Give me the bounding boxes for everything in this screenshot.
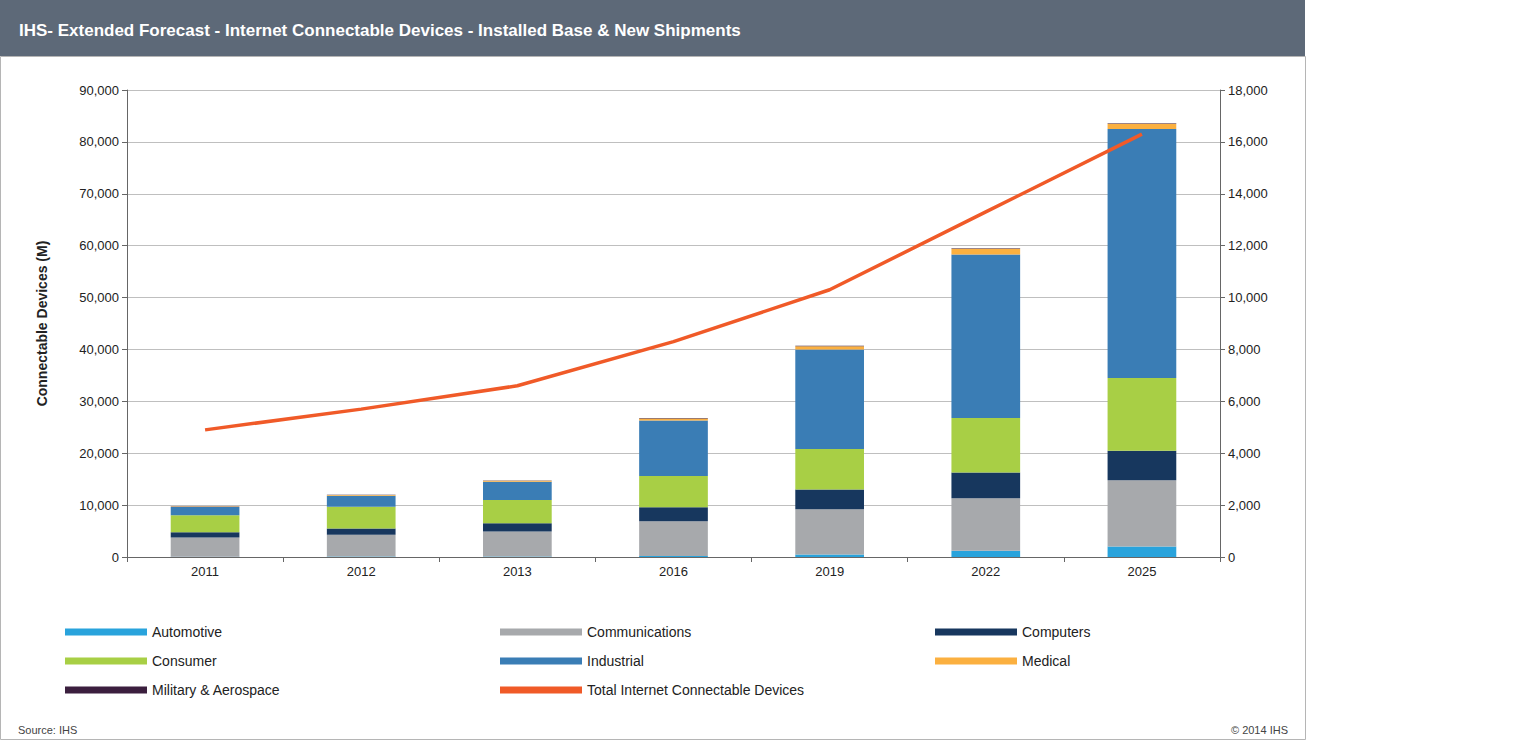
svg-text:Connectable Devices (M): Connectable Devices (M): [34, 241, 50, 407]
svg-text:10,000: 10,000: [79, 498, 119, 513]
svg-text:Consumer: Consumer: [152, 653, 217, 669]
svg-text:60,000: 60,000: [79, 238, 119, 253]
svg-text:Medical: Medical: [1022, 653, 1070, 669]
svg-text:IHS- Extended Forecast - Inter: IHS- Extended Forecast - Internet Connec…: [19, 21, 741, 40]
svg-text:14,000: 14,000: [1228, 186, 1268, 201]
svg-text:Communications: Communications: [587, 624, 691, 640]
svg-text:70,000: 70,000: [79, 186, 119, 201]
svg-text:8,000: 8,000: [1228, 342, 1261, 357]
svg-text:10,000: 10,000: [1228, 290, 1268, 305]
svg-text:80,000: 80,000: [79, 134, 119, 149]
svg-text:Industrial: Industrial: [587, 653, 644, 669]
svg-text:18,000: 18,000: [1228, 83, 1268, 98]
svg-text:20,000: 20,000: [79, 446, 119, 461]
svg-text:4,000: 4,000: [1228, 446, 1261, 461]
svg-text:2016: 2016: [659, 564, 688, 579]
svg-text:Total Internet Connectable Dev: Total Internet Connectable Devices: [587, 682, 804, 698]
svg-text:2011: 2011: [191, 564, 219, 579]
svg-text:16,000: 16,000: [1228, 134, 1268, 149]
svg-text:2022: 2022: [971, 564, 1000, 579]
svg-text:Computers: Computers: [1022, 624, 1090, 640]
svg-text:30,000: 30,000: [79, 394, 119, 409]
svg-text:0: 0: [1228, 550, 1235, 565]
svg-text:50,000: 50,000: [79, 290, 119, 305]
svg-text:2019: 2019: [815, 564, 844, 579]
svg-text:2012: 2012: [347, 564, 376, 579]
svg-text:Military & Aerospace: Military & Aerospace: [152, 682, 280, 698]
svg-text:0: 0: [112, 550, 119, 565]
svg-text:© 2014 IHS: © 2014 IHS: [1231, 724, 1288, 736]
svg-text:2,000: 2,000: [1228, 498, 1261, 513]
svg-text:90,000: 90,000: [79, 83, 119, 98]
svg-text:40,000: 40,000: [79, 342, 119, 357]
svg-text:2025: 2025: [1127, 564, 1156, 579]
svg-text:Automotive: Automotive: [152, 624, 222, 640]
svg-text:2013: 2013: [503, 564, 532, 579]
svg-text:Source: IHS: Source: IHS: [18, 724, 77, 736]
svg-text:6,000: 6,000: [1228, 394, 1261, 409]
svg-text:12,000: 12,000: [1228, 238, 1268, 253]
